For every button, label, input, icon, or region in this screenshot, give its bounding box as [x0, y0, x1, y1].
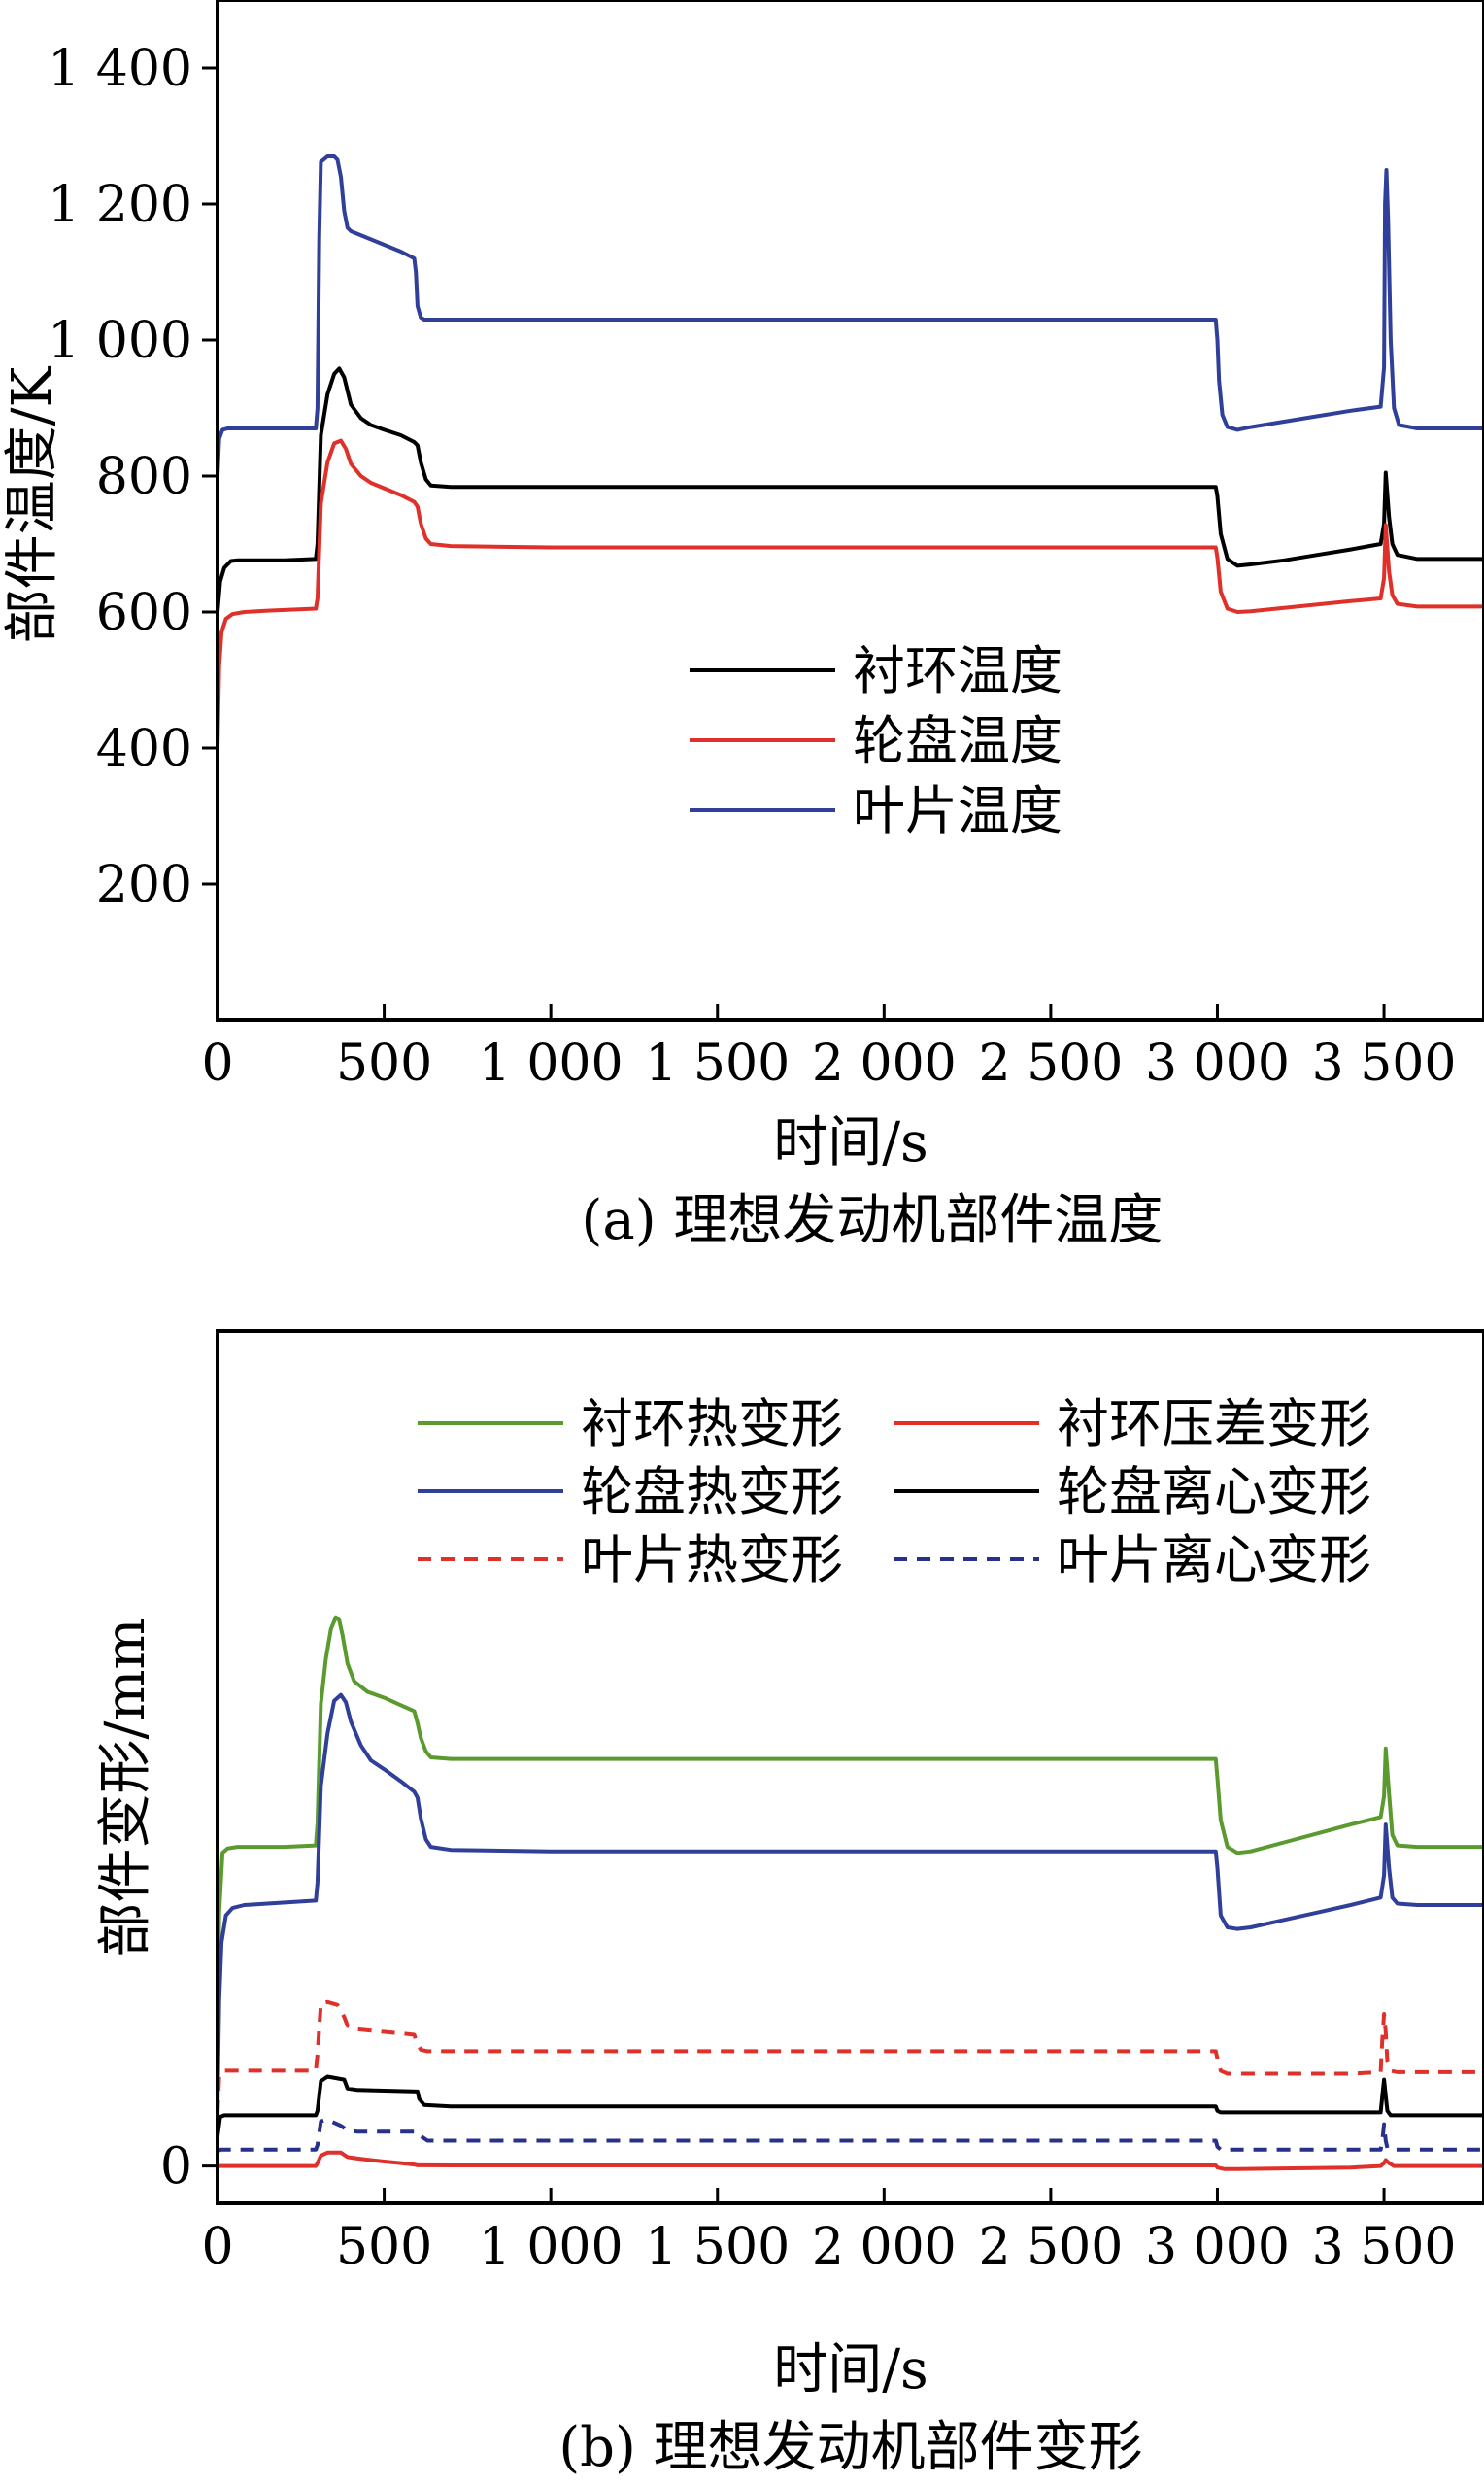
- panel-a-x-tick-label: 3 500: [1312, 1035, 1457, 1093]
- panel-b-x-tick-label: 3 000: [1145, 2218, 1290, 2276]
- panel-a-x-tick-label: 0: [201, 1035, 233, 1093]
- panel-b-legend-label-3: 轮盘热变形: [581, 1461, 843, 1522]
- panel-a-legend-label-1: 衬环温度: [853, 640, 1062, 701]
- panel-a-x-axis-title: 时间/s: [773, 1111, 928, 1174]
- panel-a-x-tick-label: 1 000: [479, 1035, 624, 1093]
- panel-b-x-tick-label: 1 500: [645, 2218, 790, 2276]
- panel-b-x-axis-title: 时间/s: [773, 2338, 928, 2401]
- panel-b-x-tick-label: 0: [201, 2218, 233, 2276]
- panel-b-series-line-1: [216, 1615, 1484, 2049]
- panel-b-series-line-6: [217, 2118, 1484, 2154]
- panel-a-y-tick-label: 800: [96, 448, 192, 506]
- panel-a-series-line-2: [216, 438, 1484, 750]
- panel-a-x-tick-label: 2 000: [812, 1035, 957, 1093]
- panel-b-legend-label-6: 叶片离心变形: [1057, 1529, 1371, 1590]
- panel-b-y-axis-title: 部件变形/mm: [94, 1617, 157, 1957]
- panel-a-series-lines: [216, 154, 1484, 750]
- panel-b-series-line-2: [216, 2150, 1484, 2171]
- panel-b-caption: (b) 理想发动机部件变形: [558, 2416, 1142, 2479]
- panel-a-series-line-1: [216, 366, 1484, 614]
- panel-a-y-axis-title: 部件温度/K: [1, 365, 64, 643]
- panel-a-y-tick-label: 200: [96, 856, 192, 914]
- panel-a-y-tick-label: 600: [96, 584, 192, 642]
- panel-a-series-line-3: [216, 154, 1484, 478]
- panel-b-x-tick-label: 2 500: [978, 2218, 1123, 2276]
- panel-a-caption: (a) 理想发动机部件温度: [582, 1189, 1164, 1252]
- panel-a-y-tick-label: 1 400: [48, 40, 192, 98]
- panel-b-series-line-3: [216, 1692, 1484, 2109]
- panel-b-legend-label-5: 叶片热变形: [581, 1529, 843, 1590]
- panel-a-y-tick-label: 400: [96, 720, 192, 778]
- panel-b-y-tick-label: 0: [160, 2138, 192, 2196]
- panel-b-x-tick-label: 500: [336, 2218, 432, 2276]
- panel-b-legend-label-2: 衬环压差变形: [1057, 1393, 1371, 1454]
- panel-b-deformation-chart: 0 500 1 000 1 500 2 000 2 500 3 000 3 500 0 衬环热变…: [94, 1329, 1484, 2479]
- panel-b-series-lines: [216, 1615, 1484, 2171]
- panel-a-x-tick-label: 2 500: [978, 1035, 1123, 1093]
- panel-b-series-line-4: [216, 2074, 1484, 2138]
- panel-a-x-tick-label: 500: [336, 1035, 432, 1093]
- panel-a-y-tick-label: 1 000: [48, 312, 192, 370]
- panel-b-series-line-5: [216, 1999, 1484, 2114]
- panel-a-x-tick-label: 1 500: [645, 1035, 790, 1093]
- panel-a-legend-label-2: 轮盘温度: [853, 710, 1062, 771]
- panel-b-x-tick-label: 3 500: [1312, 2218, 1457, 2276]
- panel-a-legend-label-3: 叶片温度: [853, 780, 1062, 841]
- panel-a-x-tick-label: 3 000: [1145, 1035, 1290, 1093]
- panel-b-legend-label-4: 轮盘离心变形: [1057, 1461, 1371, 1522]
- panel-b-ticks: 0 500 1 000 1 500 2 000 2 500 3 000 3 500 0: [160, 2138, 1457, 2276]
- panel-a-temperature-chart: 0 500 1 000 1 500 2 000 2 500 3 000 3 500 200 400…: [1, 0, 1484, 1252]
- panel-a-ticks: 0 500 1 000 1 500 2 000 2 500 3 000 3 500 200 400…: [48, 40, 1456, 1093]
- panel-b-plot-frame: [216, 1329, 1484, 2205]
- panel-b-x-tick-label: 1 000: [479, 2218, 624, 2276]
- panel-a-y-tick-label: 1 200: [48, 176, 192, 234]
- panel-b-x-tick-label: 2 000: [812, 2218, 957, 2276]
- panel-a-plot-frame: [216, 0, 1484, 1022]
- panel-b-legend-label-1: 衬环热变形: [581, 1393, 843, 1454]
